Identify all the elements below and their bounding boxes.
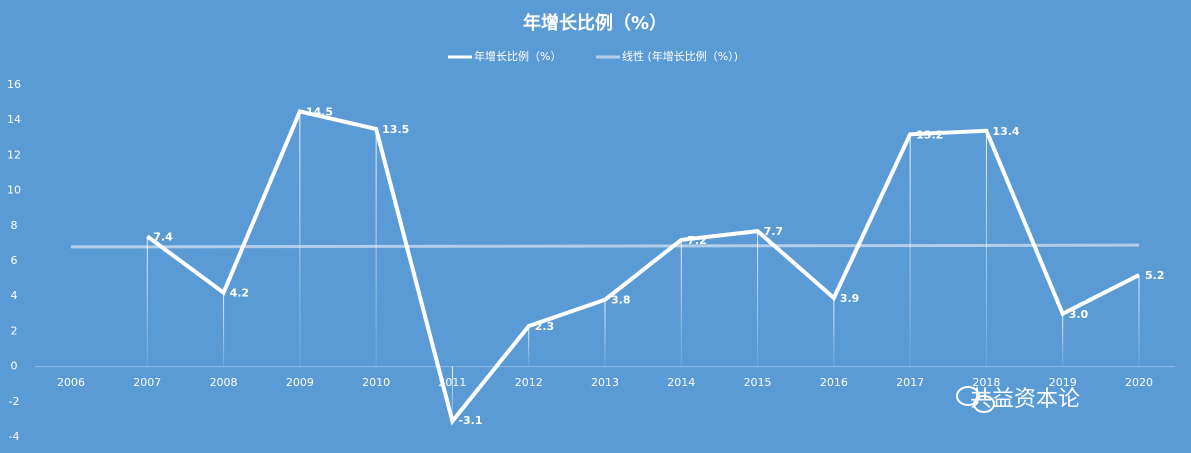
drop-line xyxy=(451,366,453,422)
x-tick-label: 2019 xyxy=(1049,376,1077,389)
drop-line xyxy=(375,129,377,367)
data-label: -3.1 xyxy=(458,414,482,427)
drop-line xyxy=(223,292,225,367)
watermark: 共益资本论 xyxy=(970,387,1080,412)
x-tick-label: 2017 xyxy=(896,376,924,389)
x-tick-label: 2015 xyxy=(744,376,772,389)
trend-line xyxy=(70,243,1140,249)
data-label: 3.8 xyxy=(611,294,631,307)
legend-label: 线性 (年增长比例（%）) xyxy=(622,49,738,63)
drop-line xyxy=(299,111,301,367)
x-tick-label: 2007 xyxy=(133,376,161,389)
drop-line xyxy=(757,231,759,367)
y-tick-label: -2 xyxy=(9,395,20,408)
drop-line xyxy=(909,134,911,367)
drop-line xyxy=(680,239,682,367)
drop-line xyxy=(1138,275,1140,367)
legend-label: 年增长比例（%） xyxy=(474,49,561,63)
data-label: 13.4 xyxy=(992,125,1019,138)
data-label: 14.5 xyxy=(306,105,333,118)
data-label: 4.2 xyxy=(230,287,250,300)
y-tick-label: 2 xyxy=(11,324,18,337)
drop-line xyxy=(985,130,987,367)
data-label: 7.2 xyxy=(687,234,707,247)
y-tick-label: 14 xyxy=(7,113,21,126)
data-line xyxy=(146,109,1140,426)
x-tick-label: 2010 xyxy=(362,376,390,389)
drop-line xyxy=(1062,313,1064,367)
y-tick-label: 12 xyxy=(7,148,21,161)
x-tick-label: 2009 xyxy=(286,376,314,389)
y-tick-label: 10 xyxy=(7,184,21,197)
drop-line xyxy=(833,297,835,367)
x-tick-label: 2018 xyxy=(972,376,1000,389)
x-tick-label: 2008 xyxy=(210,376,238,389)
x-tick-label: 2006 xyxy=(57,376,85,389)
y-tick-label: 16 xyxy=(7,78,21,91)
y-tick-label: 8 xyxy=(11,219,18,232)
drop-line xyxy=(528,326,530,367)
x-tick-label: 2013 xyxy=(591,376,619,389)
data-label: 13.2 xyxy=(916,128,943,141)
drop-line xyxy=(146,236,148,367)
x-tick-label: 2020 xyxy=(1125,376,1153,389)
x-tick-label: 2014 xyxy=(667,376,695,389)
data-label: 7.7 xyxy=(764,225,784,238)
drop-line xyxy=(604,299,606,367)
x-tick-label: 2016 xyxy=(820,376,848,389)
x-tick-label: 2012 xyxy=(515,376,543,389)
data-label: 13.5 xyxy=(382,123,409,136)
wechat-icon xyxy=(956,386,995,413)
data-label: 3.9 xyxy=(840,292,860,305)
y-tick-label: 4 xyxy=(11,289,18,302)
data-label: 3.0 xyxy=(1069,308,1089,321)
chart-title: 年增长比例（%） xyxy=(523,12,667,34)
y-tick-label: -4 xyxy=(9,430,20,443)
data-label: 2.3 xyxy=(535,320,555,333)
data-label: 7.4 xyxy=(153,230,173,243)
data-label: 5.2 xyxy=(1145,269,1165,282)
y-tick-label: 6 xyxy=(11,254,18,267)
y-tick-label: 0 xyxy=(11,360,18,373)
